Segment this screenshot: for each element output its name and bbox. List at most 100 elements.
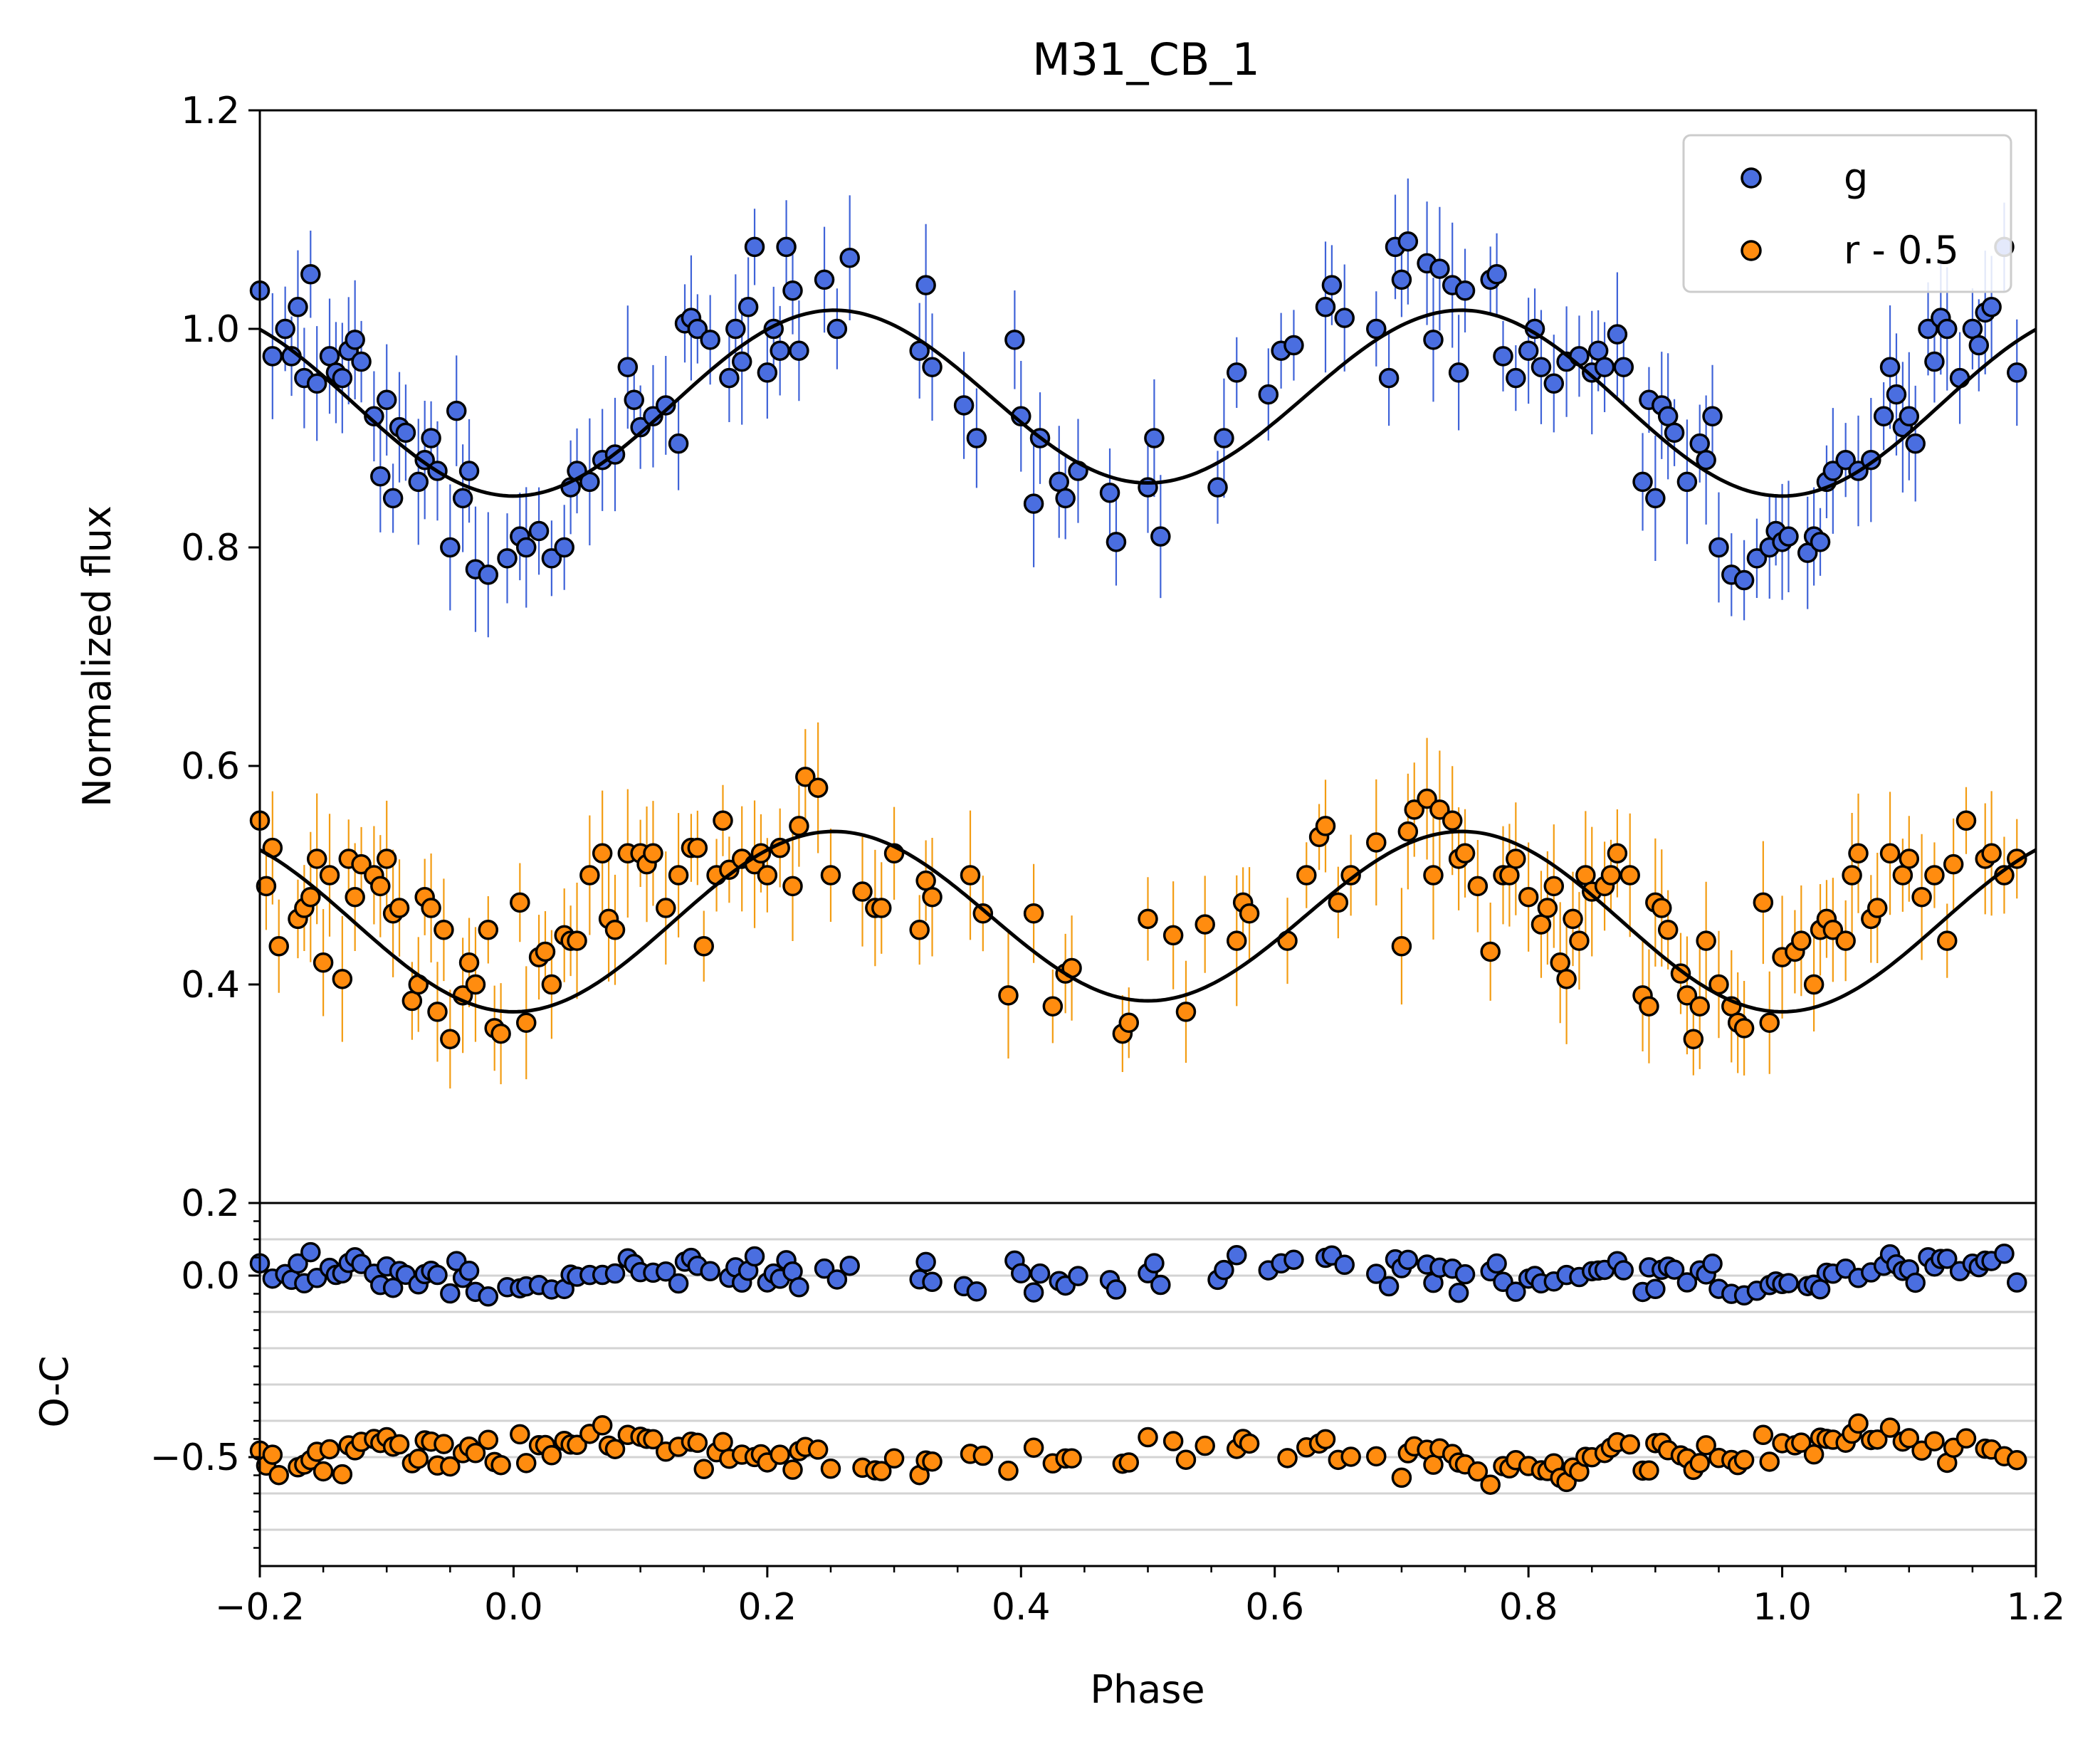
flux-y-axis-label: Normalized flux — [75, 505, 120, 807]
x-tick-label: 0.6 — [1245, 1586, 1304, 1629]
g-data-point — [351, 351, 372, 372]
r-data-point — [1042, 996, 1064, 1017]
g-residual-point — [2007, 1272, 2027, 1293]
g-residual-point — [478, 1286, 499, 1307]
r-residual-point — [693, 1459, 714, 1480]
g-data-point — [528, 520, 550, 542]
g-residual-point — [668, 1273, 689, 1294]
residual-panel: 0.0 −0.5 O-C — [32, 1202, 2037, 1567]
g-data-point — [288, 297, 308, 317]
r-data-point — [1899, 849, 1920, 869]
g-data-point — [1207, 477, 1228, 498]
g-data-point — [332, 367, 353, 389]
r-data-point — [541, 974, 562, 995]
r-data-point — [960, 865, 981, 886]
g-residual-point — [814, 1258, 835, 1279]
g-data-point — [643, 406, 663, 427]
r-data-point — [1848, 843, 1869, 864]
g-data-point — [306, 373, 327, 394]
g-data-point — [624, 389, 644, 411]
r-data-point — [465, 974, 486, 995]
g-data-point — [1454, 280, 1476, 301]
g-residual-point — [656, 1261, 676, 1282]
g-data-point — [452, 488, 473, 509]
g-data-point — [1004, 330, 1025, 350]
r-data-point — [1480, 941, 1501, 962]
r-residual-point — [687, 1432, 708, 1454]
r-data-point — [1404, 799, 1424, 820]
g-residual-point — [427, 1264, 448, 1286]
r-residual-point — [820, 1458, 841, 1479]
r-data-point — [915, 870, 936, 891]
g-residual-point — [1068, 1266, 1088, 1286]
r-data-point — [1499, 865, 1520, 886]
g-data-point — [1531, 357, 1552, 377]
r-data-point — [434, 920, 454, 940]
r-residual-point — [389, 1434, 410, 1455]
g-residual-point — [1334, 1254, 1355, 1275]
g-residual-point — [1778, 1273, 1799, 1293]
legend-label-g: g — [1844, 155, 1868, 200]
x-tick-label: 0.2 — [738, 1586, 797, 1629]
g-residual-point — [440, 1283, 461, 1304]
r-residual-point — [478, 1429, 499, 1450]
r-data-point — [1657, 920, 1679, 940]
r-data-point — [1195, 914, 1215, 935]
g-data-point — [458, 461, 480, 481]
r-residual-point — [1138, 1427, 1158, 1448]
g-data-point — [1696, 449, 1716, 471]
r-data-point — [1118, 1012, 1140, 1033]
g-data-point — [1924, 351, 1945, 372]
r-data-point — [713, 810, 733, 831]
r-residual-point — [319, 1439, 340, 1460]
g-data-point — [446, 400, 467, 421]
residual-y-axis-label: O-C — [32, 1355, 77, 1427]
r-data-point — [1689, 996, 1710, 1017]
g-data-point — [1702, 406, 1723, 427]
g-data-point — [1493, 346, 1513, 367]
g-data-point — [1886, 384, 1907, 405]
g-data-point — [719, 367, 740, 389]
r-data-point — [1429, 799, 1450, 820]
g-residual-point — [1448, 1282, 1469, 1303]
g-data-point — [776, 236, 797, 258]
r-data-point — [1442, 810, 1463, 831]
g-residual-point — [1150, 1274, 1171, 1296]
g-residual-point — [1645, 1278, 1666, 1300]
r-data-point — [370, 876, 391, 897]
r-data-point — [1867, 898, 1888, 918]
g-data-point — [1397, 231, 1419, 252]
g-residual-point — [744, 1246, 765, 1267]
g-residual-point — [1023, 1282, 1044, 1303]
g-data-point — [1448, 362, 1469, 383]
r-data-point — [1822, 920, 1844, 940]
g-residual-point — [1994, 1243, 2015, 1264]
r-data-point — [1518, 886, 1539, 908]
r-residual-point — [1195, 1435, 1215, 1456]
r-data-point — [1652, 898, 1672, 918]
g-residual-point — [1664, 1259, 1685, 1280]
r-data-point — [871, 898, 892, 918]
r-residual-point — [770, 1444, 790, 1465]
g-data-point — [421, 428, 441, 448]
g-data-point — [770, 340, 790, 361]
legend: g r - 0.5 — [1682, 134, 2012, 293]
r-data-point — [757, 865, 778, 886]
r-data-point — [909, 920, 930, 940]
g-residual-point — [1144, 1253, 1165, 1273]
g-data-point — [1518, 340, 1539, 361]
g-data-point — [915, 275, 936, 295]
g-data-point — [1106, 532, 1127, 552]
x-tick-label: 0.8 — [1499, 1586, 1558, 1629]
g-data-point — [2007, 362, 2027, 383]
r-data-point — [1835, 930, 1856, 951]
g-data-point — [922, 357, 943, 377]
g-data-point — [1587, 340, 1609, 361]
g-residual-point — [288, 1253, 308, 1274]
g-residual-point — [1397, 1249, 1419, 1271]
r-data-point — [1454, 843, 1476, 864]
y-tick-label: 0.2 — [181, 1182, 240, 1225]
r-data-point — [1423, 865, 1444, 886]
g-data-point — [1055, 488, 1076, 509]
r-data-point — [268, 936, 289, 957]
